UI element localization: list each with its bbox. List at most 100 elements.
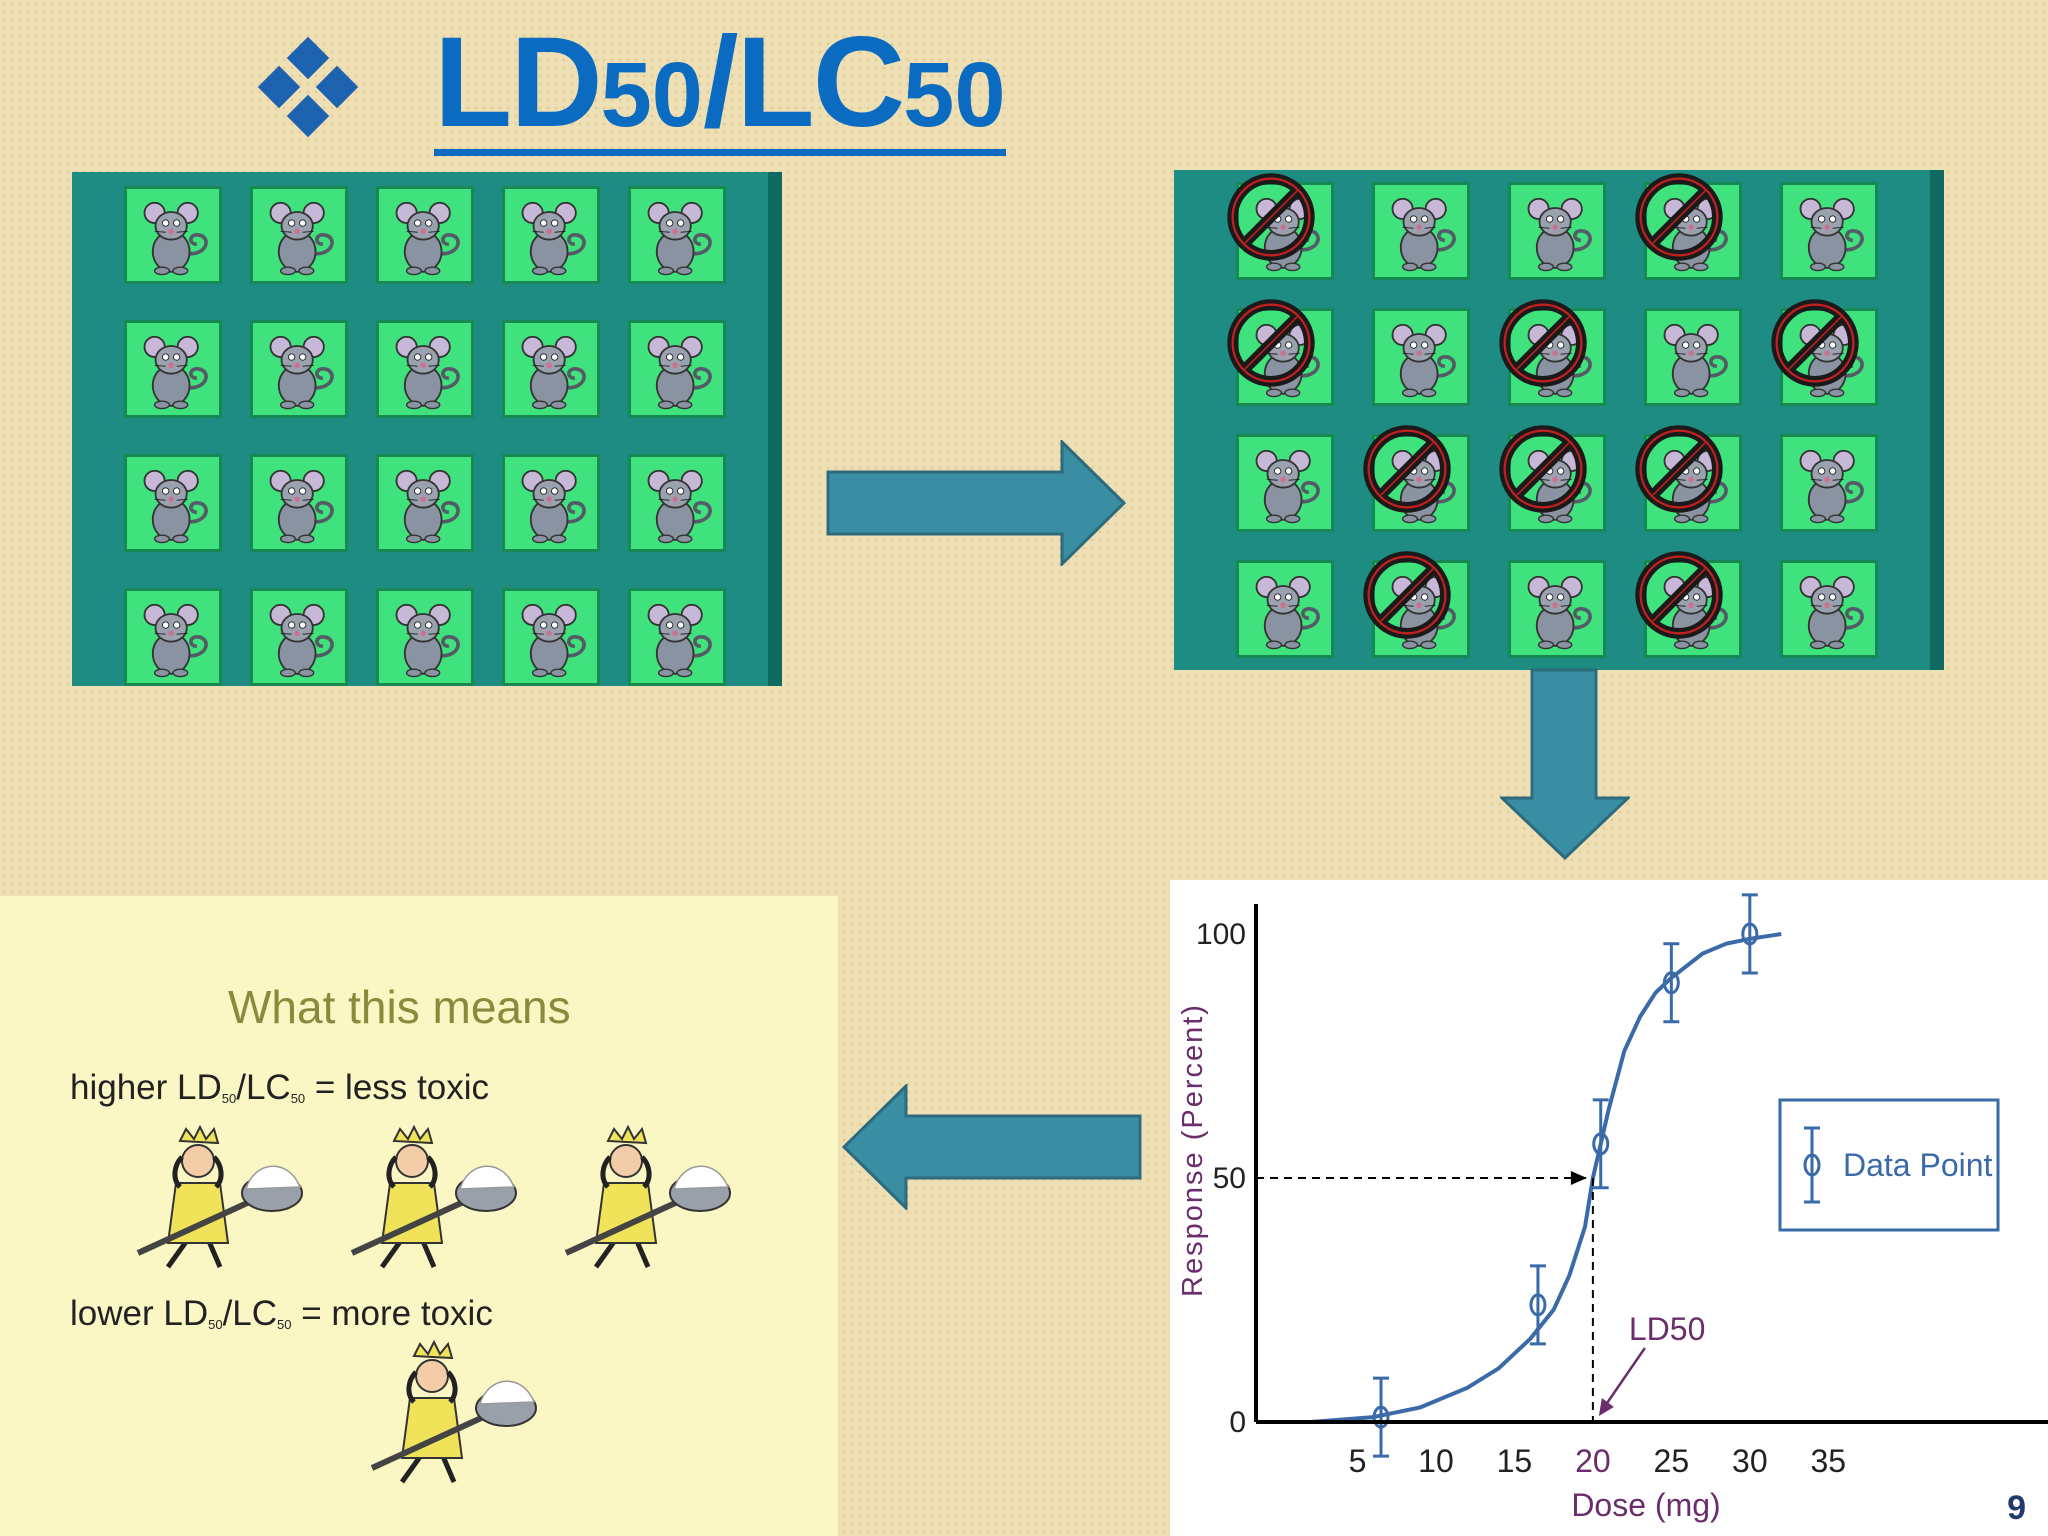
y-axis-label: Response (Percent) [1177,1003,1209,1297]
mouse-icon [505,323,597,415]
mouse-icon [1783,185,1875,277]
mouse-icon [379,457,471,549]
mice-grid-before [72,172,782,686]
mouse-icon [1783,437,1875,529]
mouse-icon [1375,437,1467,529]
mouse-icon [253,323,345,415]
mouse-icon [1239,311,1331,403]
mouse-tile [1372,434,1470,532]
mouse-tile [502,320,600,418]
mouse-icon [253,457,345,549]
data-point [1662,942,1680,1024]
mouse-icon [1511,185,1603,277]
ld50-guide-arrowhead [1570,1170,1587,1185]
mouse-tile [628,588,726,686]
data-point [1741,893,1759,975]
interpretation-title: What this means [228,981,571,1033]
mouse-tile [502,186,600,284]
mouse-icon [505,457,597,549]
page-number: 9 [2007,1489,2026,1527]
mouse-icon [1375,311,1467,403]
mouse-tile [376,454,474,552]
mouse-tile [1372,182,1470,280]
mouse-tile [628,320,726,418]
mouse-icon [253,591,345,683]
x-tick-label: 15 [1497,1443,1533,1479]
slide-title-group: LD50/LC50 [257,18,1006,156]
mouse-icon [127,457,219,549]
mouse-icon [1511,311,1603,403]
mouse-tile [1508,308,1606,406]
mouse-icon [631,189,723,281]
mouse-icon [1239,437,1331,529]
mouse-tile [250,588,348,686]
x-tick-label: 25 [1654,1443,1690,1479]
mouse-tile [1236,560,1334,658]
interpretation-panel: What this means higher LD50/LC50 = less … [0,896,838,1536]
mouse-icon [253,189,345,281]
panel-edge [768,172,782,686]
mouse-tile [1236,182,1334,280]
mouse-icon [1511,437,1603,529]
chef-with-spoon-icon [128,1121,308,1271]
mouse-icon [505,189,597,281]
mouse-icon [379,591,471,683]
arrow-left-icon [842,1084,1142,1210]
mouse-tile [628,186,726,284]
data-point [1592,1098,1610,1190]
mouse-icon [631,591,723,683]
mouse-tile [1508,434,1606,532]
mouse-tile [1780,182,1878,280]
mouse-tile [1508,182,1606,280]
panel-edge [1930,170,1944,670]
mouse-icon [1783,563,1875,655]
mouse-icon [505,591,597,683]
mouse-tile [1236,434,1334,532]
mouse-tile [502,588,600,686]
mouse-icon [1239,563,1331,655]
mouse-icon [631,323,723,415]
arrow-right-icon [826,440,1126,566]
y-tick-label: 50 [1213,1162,1246,1195]
slide-title: LD50/LC50 [434,10,1006,156]
mouse-tile [124,186,222,284]
mouse-tile [124,454,222,552]
mouse-tile [1780,308,1878,406]
x-tick-label: 5 [1349,1443,1367,1479]
mouse-tile [1780,434,1878,532]
mouse-icon [1239,185,1331,277]
y-tick-label: 100 [1196,918,1246,951]
mouse-tile [124,320,222,418]
data-point [1372,1376,1390,1458]
data-point [1529,1264,1547,1346]
mouse-tile [502,454,600,552]
mouse-icon [1647,563,1739,655]
mouse-tile [1508,560,1606,658]
mouse-icon [1647,185,1739,277]
x-tick-label: 30 [1732,1443,1768,1479]
x-axis-label: Dose (mg) [1571,1487,1720,1523]
mouse-icon [127,323,219,415]
mouse-tile [1372,308,1470,406]
mouse-icon [1375,563,1467,655]
legend-box [1778,1098,2000,1232]
arrow-down-icon [1500,668,1630,860]
mouse-icon [631,457,723,549]
mouse-tile [1644,560,1742,658]
chef-with-spoon-icon [556,1121,736,1271]
ld50-pointer-arrowhead [1598,1398,1614,1416]
mouse-tile [1780,560,1878,658]
mouse-tile [1644,182,1742,280]
ld50-pointer-line [1599,1347,1646,1413]
mouse-icon [1375,185,1467,277]
mouse-tile [628,454,726,552]
mouse-icon [1647,311,1739,403]
mouse-icon [127,591,219,683]
chef-with-spoon-icon [342,1121,522,1271]
mouse-tile [124,588,222,686]
legend-marker [1803,1153,1821,1177]
mouse-tile [250,320,348,418]
mouse-tile [1372,560,1470,658]
mouse-tile [1236,308,1334,406]
chart-canvas: Response (Percent) Dose (mg) 5 10 15 20 25 30… [1177,893,2048,1523]
